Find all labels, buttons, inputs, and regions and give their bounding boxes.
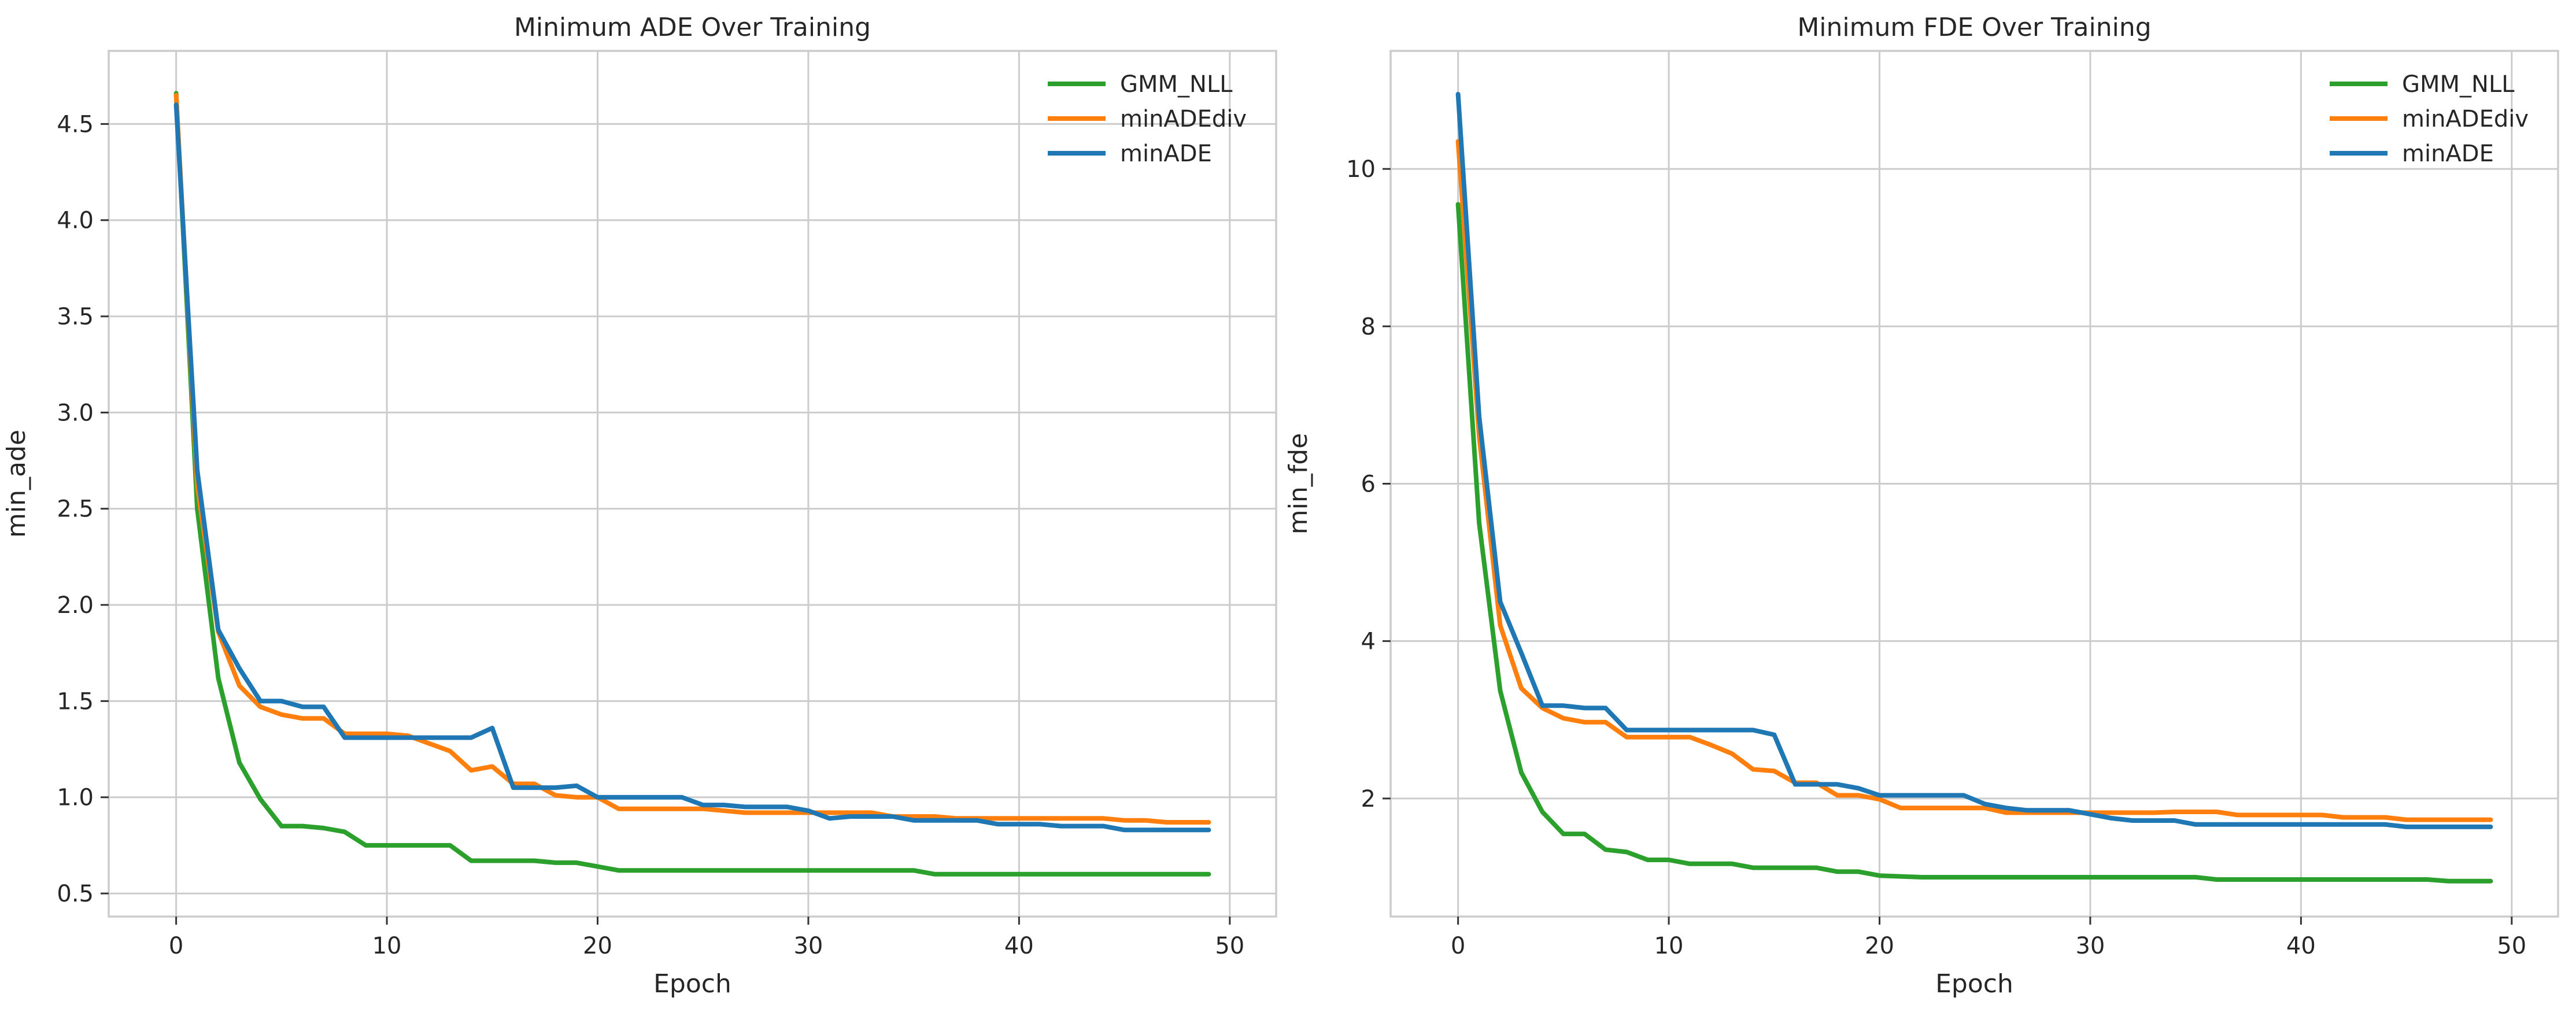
chart-title: Minimum ADE Over Training (514, 13, 871, 42)
x-tick-label: 0 (1451, 933, 1465, 959)
y-tick-label: 3.5 (57, 304, 94, 330)
plot-frame (108, 50, 1277, 918)
x-tick-label: 10 (1654, 933, 1684, 959)
y-axis-label: min_fde (1284, 433, 1313, 534)
series-line-minADE (1455, 91, 2493, 829)
legend: GMM_NLL minADEdiv minADE (1048, 71, 1247, 167)
legend-label: minADEdiv (1120, 106, 1247, 132)
legend-label: minADE (2402, 141, 2494, 167)
y-tick-label: 2.5 (57, 496, 94, 523)
legend-label: GMM_NLL (2402, 71, 2515, 98)
y-tick-label: 8 (1361, 313, 1376, 340)
y-tick-label: 10 (1346, 156, 1376, 183)
y-axis-label: min_ade (2, 430, 31, 538)
chart-panel-1: 0 10 20 30 40 50 0.5 1.0 1.5 2.0 2.5 3.0 3.5 4.0 4.5 Mi… (2, 13, 1277, 999)
x-axis-label: Epoch (1935, 969, 2013, 999)
x-tick-label: 20 (583, 933, 612, 959)
x-tick-label: 40 (1004, 933, 1034, 959)
series-line-minADE (173, 102, 1211, 833)
x-tick-label: 10 (372, 933, 402, 959)
y-tick-label: 4.0 (57, 208, 94, 234)
y-tick-label: 3.0 (57, 400, 94, 426)
legend-label: GMM_NLL (1120, 71, 1233, 98)
legend-label: minADEdiv (2402, 106, 2529, 132)
y-tick-label: 6 (1361, 471, 1376, 498)
x-tick-label: 50 (2497, 933, 2526, 959)
legend: GMM_NLL minADEdiv minADE (2330, 71, 2529, 167)
x-axis-label: Epoch (653, 969, 731, 999)
series-line-GMM_NLL (173, 91, 1211, 877)
y-tick-label: 2.0 (57, 592, 94, 619)
chart-title: Minimum FDE Over Training (1797, 13, 2151, 42)
y-tick-label: 4.5 (57, 111, 94, 138)
series-line-minADEdiv (1455, 139, 2493, 822)
series-line-GMM_NLL (1455, 202, 2493, 884)
y-tick-label: 1.5 (57, 688, 94, 715)
x-tick-label: 0 (169, 933, 183, 959)
y-tick-label: 2 (1361, 786, 1376, 812)
y-tick-label: 0.5 (57, 881, 94, 907)
x-tick-label: 50 (1215, 933, 1244, 959)
x-tick-label: 20 (1865, 933, 1894, 959)
x-tick-label: 40 (2286, 933, 2316, 959)
series-line-minADEdiv (173, 93, 1211, 825)
chart-panel-2: 0 10 20 30 40 50 2 4 6 8 10 Minimum FDE Over Traini… (1284, 13, 2559, 999)
y-tick-label: 1.0 (57, 785, 94, 811)
x-tick-label: 30 (793, 933, 823, 959)
legend-label: minADE (1120, 141, 1212, 167)
x-tick-label: 30 (2075, 933, 2105, 959)
y-tick-label: 4 (1361, 629, 1376, 655)
